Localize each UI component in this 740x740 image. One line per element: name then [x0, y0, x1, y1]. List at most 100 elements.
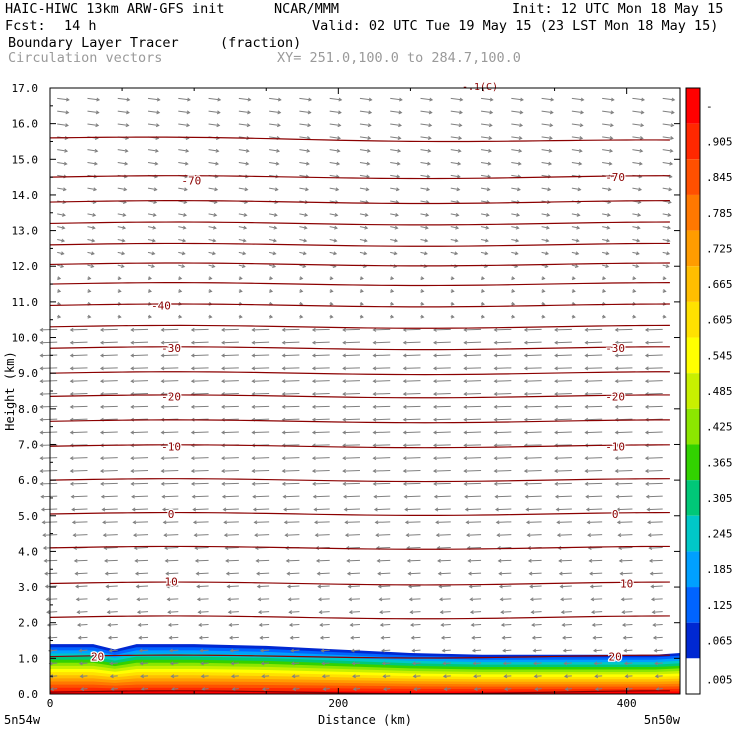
- vector-arrow-head: [523, 481, 528, 486]
- vector-arrow-head: [650, 584, 655, 589]
- vector-arrow-head: [499, 597, 504, 602]
- vector-arrow: [261, 662, 270, 665]
- vector-arrow: [404, 495, 421, 498]
- vector-arrow: [527, 534, 542, 536]
- vector-arrow: [645, 354, 663, 357]
- colorbar-swatch: [686, 658, 700, 694]
- vector-arrow: [662, 136, 674, 139]
- colorbar-label: .065: [706, 635, 733, 648]
- vector-arrow: [450, 239, 458, 242]
- vector-arrow: [345, 521, 360, 523]
- vector-arrow-head: [652, 635, 657, 640]
- vector-arrow: [166, 585, 179, 588]
- vector-arrow-head: [281, 456, 286, 461]
- vector-arrow: [70, 328, 88, 331]
- vector-arrow-head: [230, 661, 235, 666]
- vector-arrow: [40, 392, 58, 395]
- vector-arrow-head: [39, 443, 44, 448]
- vector-arrow-head: [221, 353, 225, 358]
- vector-arrow: [662, 123, 674, 126]
- vector-arrow-head: [193, 533, 198, 538]
- vector-arrow-head: [429, 97, 434, 102]
- vector-arrow-head: [616, 507, 620, 512]
- vector-arrow: [420, 136, 431, 139]
- vector-arrow: [282, 392, 300, 395]
- vector-arrow-head: [644, 379, 649, 384]
- vector-arrow: [164, 534, 179, 536]
- vector-arrow-head: [493, 469, 498, 473]
- vector-arrow: [329, 226, 338, 229]
- vector-arrow: [662, 213, 671, 216]
- vector-arrow-head: [493, 443, 498, 448]
- forecast-hours: 14 h: [64, 18, 97, 34]
- vector-arrow: [383, 688, 391, 690]
- vector-arrow-head: [563, 661, 568, 666]
- vector-arrow-head: [93, 187, 98, 192]
- vector-arrow: [40, 354, 58, 357]
- vector-arrow-head: [648, 558, 653, 563]
- isotherm-label: 0: [612, 508, 619, 521]
- vector-arrow: [380, 611, 391, 613]
- init-time: Init: 12 UTC Mon 18 May 15: [512, 1, 724, 17]
- vector-arrow: [109, 649, 118, 652]
- vector-arrow: [105, 572, 118, 575]
- vector-arrow: [140, 662, 149, 665]
- vector-arrow-head: [554, 404, 558, 409]
- vector-arrow-head: [620, 584, 624, 589]
- vector-arrow-head: [87, 289, 92, 293]
- vector-arrow-head: [213, 212, 218, 217]
- vector-arrow: [571, 251, 579, 255]
- circulation-vectors: [39, 97, 676, 691]
- vector-arrow-head: [288, 610, 293, 615]
- vector-arrow: [40, 341, 58, 344]
- vector-arrow: [252, 482, 270, 485]
- vector-arrow: [359, 110, 372, 114]
- vector-arrow: [494, 482, 512, 485]
- vector-arrow: [450, 213, 459, 216]
- vector-arrow-head: [518, 148, 523, 153]
- vector-arrow: [195, 546, 209, 549]
- vector-arrow: [269, 187, 278, 191]
- vector-arrow: [269, 162, 279, 165]
- vector-arrow-head: [238, 289, 243, 293]
- vector-arrow: [106, 585, 118, 588]
- vector-arrow: [178, 162, 188, 165]
- vector-arrow-head: [313, 507, 318, 512]
- vector-arrow-head: [299, 289, 304, 293]
- vector-arrow-head: [523, 392, 528, 396]
- vector-arrow: [131, 469, 149, 472]
- vector-arrow-head: [402, 430, 407, 435]
- vector-arrow: [161, 328, 179, 331]
- vector-arrow-head: [602, 276, 607, 281]
- vector-arrow-head: [481, 276, 486, 281]
- vector-arrow: [117, 187, 127, 191]
- vector-arrow-head: [329, 314, 334, 319]
- vector-arrow-head: [529, 597, 534, 602]
- vector-arrow-head: [230, 674, 235, 679]
- vector-arrow: [282, 482, 300, 485]
- vector-arrow-head: [439, 610, 444, 615]
- vector-arrow-head: [493, 417, 498, 422]
- isotherm: [49, 478, 670, 483]
- vector-arrow: [257, 572, 270, 575]
- vector-arrow-head: [607, 187, 612, 192]
- vector-arrow: [464, 405, 482, 408]
- vector-arrow-head: [215, 161, 220, 166]
- vector-arrow-head: [670, 123, 675, 128]
- vector-arrow: [555, 495, 572, 498]
- vector-arrow: [222, 457, 239, 459]
- colorbar-label: .725: [706, 242, 733, 255]
- vector-arrow-head: [662, 289, 667, 293]
- vector-arrow: [108, 623, 118, 626]
- vector-arrow: [238, 264, 246, 268]
- vector-arrow-head: [433, 456, 437, 461]
- vector-arrow: [269, 213, 277, 216]
- vector-arrow-head: [652, 622, 657, 627]
- vector-arrow: [171, 675, 179, 677]
- vector-arrow: [541, 226, 550, 229]
- vector-arrow: [100, 380, 118, 382]
- vector-arrow: [615, 380, 633, 382]
- vector-arrow: [222, 392, 239, 395]
- cross-section-endpoints: XY= 251.0,100.0 to 284.7,100.0: [277, 50, 521, 66]
- vector-arrow: [329, 136, 341, 139]
